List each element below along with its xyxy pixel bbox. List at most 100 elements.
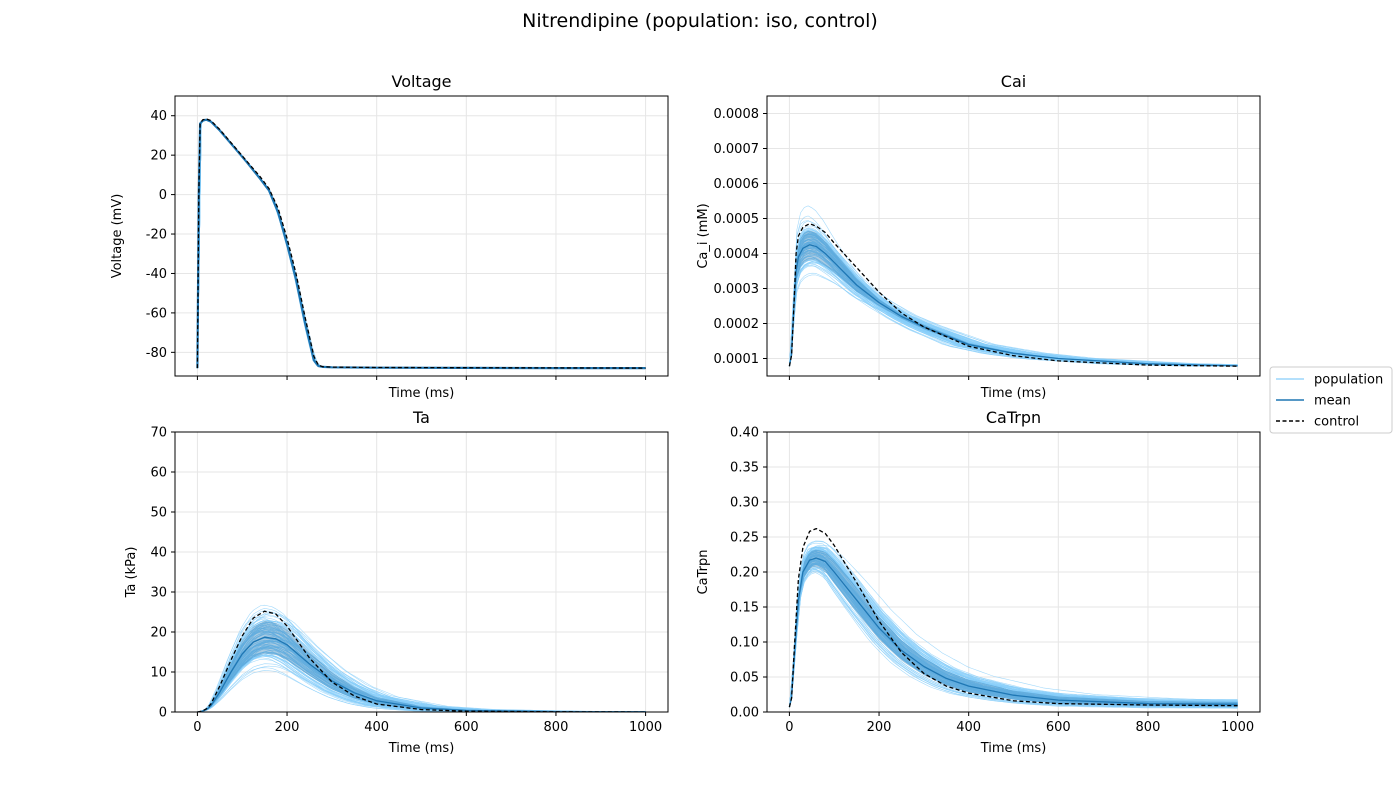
- axes-frame: [174, 431, 669, 713]
- population-trace: [789, 550, 1238, 708]
- population-trace: [789, 238, 1238, 367]
- x-tick-label: 600: [454, 720, 479, 735]
- x-axis-label: Time (ms): [980, 386, 1047, 401]
- y-tick-label: 0.0007: [714, 142, 760, 157]
- population-trace: [789, 550, 1238, 708]
- population-trace: [789, 554, 1238, 708]
- population-trace: [196, 119, 646, 369]
- legend-box: [1269, 366, 1393, 434]
- population-trace: [196, 119, 646, 369]
- population-trace: [789, 549, 1238, 708]
- y-tick-label: 0.0005: [714, 212, 760, 227]
- y-tick-label: 60: [150, 466, 167, 481]
- population-trace: [789, 548, 1238, 708]
- control-line: [197, 610, 646, 712]
- legend: population mean control: [1269, 366, 1393, 434]
- mean-line: [788, 244, 1238, 367]
- x-tick-label: 400: [956, 720, 981, 735]
- panel-title: Ta: [412, 408, 430, 427]
- chart-panel-catrpn: 0 200 400 600 800 1000 0.00 0.05 0.10 0.15 0.20 0.2…: [696, 408, 1261, 756]
- y-tick-label: 40: [150, 109, 167, 124]
- population-trace: [789, 234, 1238, 367]
- y-tick-label: 0.40: [730, 426, 759, 441]
- x-tick-label: 1000: [1221, 720, 1254, 735]
- population-trace: [789, 551, 1238, 708]
- population-trace: [197, 643, 646, 712]
- y-tick-label: 0.35: [730, 461, 759, 476]
- population-trace: [789, 553, 1238, 708]
- population-trace: [196, 119, 646, 369]
- control-line: [788, 223, 1238, 367]
- y-axis-label: Ca_i (mM): [696, 203, 711, 268]
- y-tick-label: 0.15: [730, 601, 759, 616]
- y-tick-label: 20: [150, 149, 167, 164]
- y-tick-label: 0.20: [730, 566, 759, 581]
- y-axis-label: Voltage (mV): [110, 194, 125, 279]
- population-trace: [789, 239, 1238, 367]
- population-trace: [789, 235, 1238, 367]
- y-tick-label: 0.30: [730, 496, 759, 511]
- y-axis-label: CaTrpn: [696, 550, 711, 595]
- population-trace: [789, 559, 1238, 708]
- y-tick-label: 0.0004: [714, 247, 760, 262]
- chart-panel-ta: 0 200 400 600 800 1000 0 10 20 30 40 50 60 70 Ta Time (…: [124, 408, 669, 756]
- population-trace: [789, 541, 1238, 708]
- population-trace: [789, 238, 1238, 367]
- y-tick-label: 0.25: [730, 531, 759, 546]
- x-tick-label: 800: [1136, 720, 1161, 735]
- population-trace: [196, 119, 646, 369]
- population-trace: [196, 119, 646, 369]
- axes-frame: [766, 95, 1261, 377]
- y-tick-label: 0: [159, 706, 167, 721]
- mean-line: [788, 557, 1238, 708]
- population-trace: [789, 568, 1238, 708]
- y-tick-label: 0.0008: [714, 107, 760, 122]
- population-trace: [196, 119, 646, 369]
- plot-area: [196, 118, 646, 370]
- population-trace: [789, 552, 1238, 708]
- population-trace: [789, 235, 1238, 367]
- population-trace: [789, 544, 1238, 708]
- population-trace: [789, 238, 1238, 367]
- y-tick-label: 0.05: [730, 671, 759, 686]
- x-axis-label: Time (ms): [388, 386, 455, 401]
- population-trace: [789, 239, 1238, 367]
- x-axis-label: Time (ms): [980, 741, 1047, 756]
- population-trace: [789, 552, 1238, 708]
- y-tick-label: 50: [150, 506, 167, 521]
- x-tick-label: 800: [544, 720, 569, 735]
- y-tick-label: 40: [150, 546, 167, 561]
- legend-label-population: population: [1314, 373, 1383, 388]
- population-trace: [789, 552, 1238, 708]
- population-trace: [789, 249, 1238, 367]
- population-trace: [789, 549, 1238, 708]
- y-tick-label: 0.0001: [714, 352, 760, 367]
- population-trace: [196, 119, 646, 369]
- y-tick-label: 30: [150, 586, 167, 601]
- panel-title: CaTrpn: [986, 408, 1041, 427]
- y-tick-label: 0.00: [730, 706, 759, 721]
- y-tick-label: 0.0003: [714, 282, 760, 297]
- population-trace: [789, 249, 1238, 367]
- population-trace: [789, 228, 1238, 367]
- y-tick-label: 0.0006: [714, 177, 760, 192]
- y-tick-label: -40: [146, 267, 167, 282]
- panel-title: Cai: [1001, 72, 1026, 91]
- population-trace: [789, 235, 1238, 367]
- population-trace: [196, 119, 646, 369]
- population-trace: [789, 236, 1238, 367]
- x-tick-label: 200: [867, 720, 892, 735]
- control-line: [196, 118, 646, 369]
- std-band: [197, 620, 646, 712]
- axes-frame: [174, 95, 669, 377]
- plot-area: [788, 527, 1238, 709]
- x-tick-label: 400: [364, 720, 389, 735]
- y-tick-label: 0.10: [730, 636, 759, 651]
- mean-line: [196, 118, 646, 370]
- y-tick-label: 20: [150, 626, 167, 641]
- std-band: [789, 549, 1238, 708]
- population-trace: [196, 119, 646, 369]
- population-trace: [789, 239, 1238, 367]
- population-trace: [789, 236, 1238, 367]
